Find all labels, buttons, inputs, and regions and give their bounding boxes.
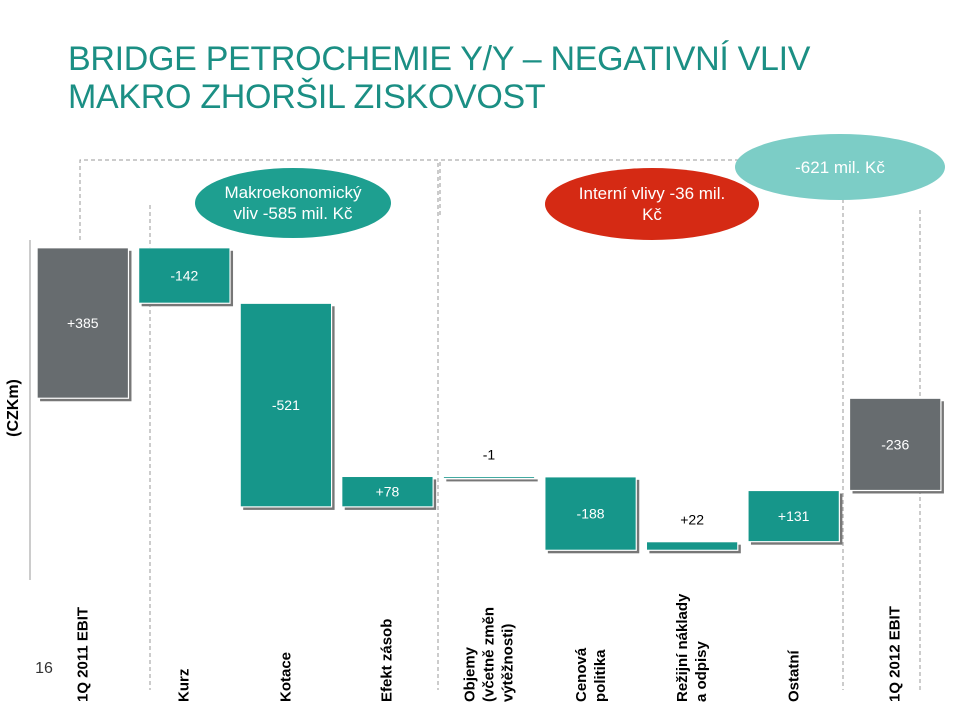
bar — [544, 476, 637, 551]
x-tick-label: Kotace — [277, 651, 295, 702]
bar — [341, 476, 434, 507]
annotation-bubble: -621 mil. Kč — [735, 134, 945, 200]
bar-highlight — [239, 302, 333, 508]
value-label: +131 — [778, 508, 810, 524]
x-tick-label: Objemy (včetně změn výtěžnosti) — [461, 606, 517, 702]
value-label: +78 — [376, 484, 400, 500]
value-label: +385 — [67, 315, 99, 331]
bar-highlight — [138, 247, 231, 304]
bar — [849, 398, 941, 491]
bar-highlight — [848, 397, 942, 492]
slide-number: 16 — [35, 660, 53, 677]
x-tick-label: 1Q 2011 EBIT — [74, 606, 92, 702]
bar — [646, 541, 738, 551]
value-label: -142 — [170, 268, 198, 284]
value-label: -188 — [577, 506, 605, 522]
bar — [240, 303, 332, 507]
bracket-internal — [439, 159, 844, 690]
y-axis-label: (CZKm) — [5, 379, 22, 437]
bar-highlight — [36, 247, 130, 399]
bar-highlight — [544, 476, 637, 551]
value-label: -521 — [272, 397, 300, 413]
annotation-bubble: Interní vlivy -36 mil. Kč — [545, 168, 759, 240]
bar — [138, 247, 231, 304]
x-tick-label: Ostatní — [785, 650, 803, 702]
value-label: +22 — [680, 512, 704, 528]
annotation-bubble: Makroekonomický vliv -585 mil. Kč — [195, 168, 391, 238]
title: BRIDGE PETROCHEMIE Y/Y – NEGATIVNÍ VLIV … — [68, 40, 811, 116]
value-label: -236 — [881, 436, 909, 452]
bar-highlight — [747, 489, 840, 543]
bar-highlight — [645, 541, 739, 551]
x-tick-label: Režijní náklady a odpisy — [674, 593, 711, 702]
bar — [37, 247, 129, 399]
x-tick-label: Efekt zásob — [378, 618, 396, 702]
x-tick-label: Kurz — [175, 668, 193, 702]
x-tick-label: Cenová politika — [572, 647, 609, 702]
value-label: -1 — [483, 446, 496, 462]
bar-highlight — [442, 475, 536, 480]
bar — [443, 476, 535, 479]
bar-highlight — [341, 475, 434, 508]
bar — [747, 490, 840, 542]
bracket-macro — [79, 159, 439, 690]
bar-shadow — [446, 479, 538, 482]
x-tick-label: 1Q 2012 EBIT — [886, 606, 904, 702]
